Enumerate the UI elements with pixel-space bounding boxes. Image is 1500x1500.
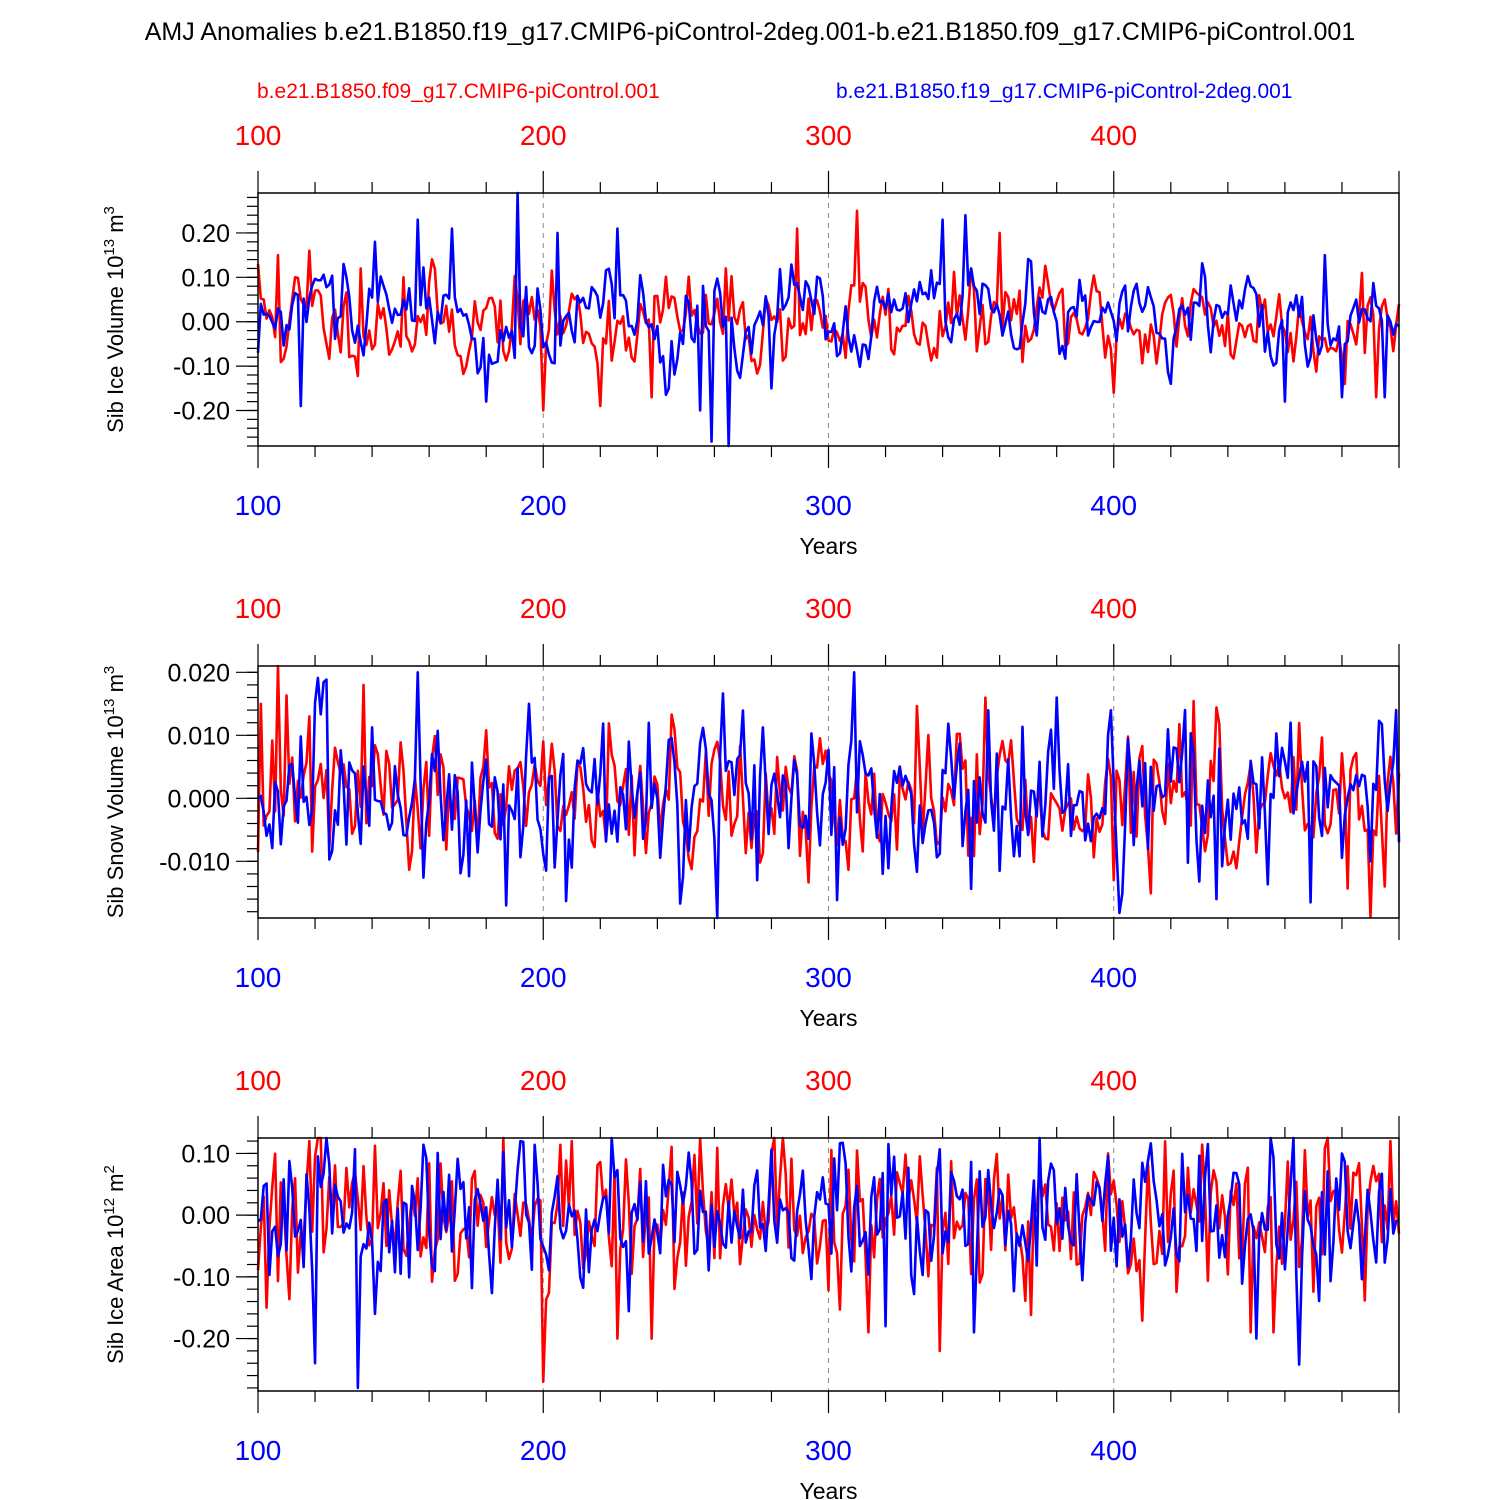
series-line-blue bbox=[257, 670, 1401, 920]
legend-red-series: b.e21.B1850.f09_g17.CMIP6-piControl.001 bbox=[257, 80, 660, 103]
y-tick-label: 0.00 bbox=[181, 309, 230, 337]
x-tick-label-top: 400 bbox=[1090, 120, 1137, 151]
y-tick-label: -0.10 bbox=[173, 353, 230, 381]
y-tick-label: 0.010 bbox=[167, 722, 230, 750]
y-axis-title-unit-exponent: 2 bbox=[101, 1165, 118, 1173]
y-tick-label: 0.000 bbox=[167, 785, 230, 813]
x-tick-label-bottom: 300 bbox=[805, 1435, 852, 1466]
y-tick-label: -0.20 bbox=[173, 397, 230, 425]
x-tick-label-top: 200 bbox=[520, 593, 567, 624]
chart-panel-snow-volume: -0.010 0.000 0.010 0.020 100 100 200 200 300 300 4… bbox=[101, 593, 1401, 1031]
y-axis-title-exponent: 12 bbox=[101, 1198, 118, 1215]
x-tick-label-top: 300 bbox=[805, 120, 852, 151]
x-tick-label-bottom: 300 bbox=[805, 490, 852, 521]
x-tick-label-bottom: 200 bbox=[520, 1435, 567, 1466]
x-tick-label-top: 100 bbox=[235, 1065, 282, 1096]
x-tick-label-top: 300 bbox=[805, 1065, 852, 1096]
y-axis-title: Sib Snow Volume 1013 m3 bbox=[101, 666, 128, 919]
x-tick-label-top: 200 bbox=[520, 1065, 567, 1096]
x-tick-label-top: 400 bbox=[1090, 1065, 1137, 1096]
x-tick-label-top: 200 bbox=[520, 120, 567, 151]
chart-panel-ice-area: -0.20 -0.10 0.00 0.10 100 100 200 200 300 300 400 4… bbox=[101, 1065, 1401, 1500]
y-tick-label: 0.020 bbox=[167, 659, 230, 687]
x-axis-title: Years bbox=[800, 1005, 858, 1031]
x-axis-title: Years bbox=[800, 533, 858, 559]
chart-title: AMJ Anomalies b.e21.B1850.f19_g17.CMIP6-… bbox=[144, 18, 1356, 46]
x-tick-label-bottom: 100 bbox=[235, 962, 282, 993]
x-tick-label-bottom: 200 bbox=[520, 490, 567, 521]
x-tick-label-top: 100 bbox=[235, 120, 282, 151]
y-axis-title: Sib Ice Volume 1013 m3 bbox=[101, 206, 128, 433]
x-tick-label-top: 400 bbox=[1090, 593, 1137, 624]
y-axis-title: Sib Ice Area 1012 m2 bbox=[101, 1165, 128, 1364]
series-line-red bbox=[256, 1136, 1401, 1384]
y-tick-label: -0.20 bbox=[173, 1326, 230, 1354]
x-tick-label-bottom: 300 bbox=[805, 962, 852, 993]
series-line-blue bbox=[257, 1136, 1400, 1390]
series-line-blue bbox=[256, 191, 1400, 448]
y-axis-title-unit: m bbox=[103, 674, 128, 698]
y-tick-label: 0.00 bbox=[181, 1202, 230, 1230]
x-axis-title: Years bbox=[800, 1478, 858, 1500]
y-tick-label: 0.10 bbox=[181, 264, 230, 292]
chart-panel-ice-volume: -0.20 -0.10 0.00 0.10 0.20 100 100 200 200 300 300… bbox=[101, 120, 1401, 559]
y-tick-label: 0.10 bbox=[181, 1140, 230, 1168]
x-tick-label-bottom: 400 bbox=[1090, 490, 1137, 521]
y-axis-title-unit: m bbox=[103, 214, 128, 238]
y-tick-label: -0.10 bbox=[173, 1264, 230, 1292]
x-tick-label-bottom: 100 bbox=[235, 1435, 282, 1466]
x-tick-label-bottom: 400 bbox=[1090, 962, 1137, 993]
legend-blue-series: b.e21.B1850.f19_g17.CMIP6-piControl-2deg… bbox=[836, 80, 1293, 103]
series-line-red bbox=[256, 209, 1401, 412]
x-tick-label-top: 100 bbox=[235, 593, 282, 624]
x-tick-label-bottom: 400 bbox=[1090, 1435, 1137, 1466]
x-tick-label-bottom: 100 bbox=[235, 490, 282, 521]
y-axis-title-exponent: 13 bbox=[101, 239, 118, 256]
y-axis-title-text: Sib Ice Area 10 bbox=[103, 1215, 128, 1364]
y-tick-label: -0.010 bbox=[159, 848, 230, 876]
y-axis-title-unit-exponent: 3 bbox=[101, 206, 118, 214]
y-axis-title-text: Sib Snow Volume 10 bbox=[103, 715, 128, 918]
y-axis-title-text: Sib Ice Volume 10 bbox=[103, 256, 128, 433]
x-tick-label-bottom: 200 bbox=[520, 962, 567, 993]
x-tick-label-top: 300 bbox=[805, 593, 852, 624]
y-tick-label: 0.20 bbox=[181, 220, 230, 248]
y-axis-title-unit: m bbox=[103, 1173, 128, 1197]
y-axis-title-unit-exponent: 3 bbox=[101, 666, 118, 674]
y-axis-title-exponent: 13 bbox=[101, 699, 118, 716]
